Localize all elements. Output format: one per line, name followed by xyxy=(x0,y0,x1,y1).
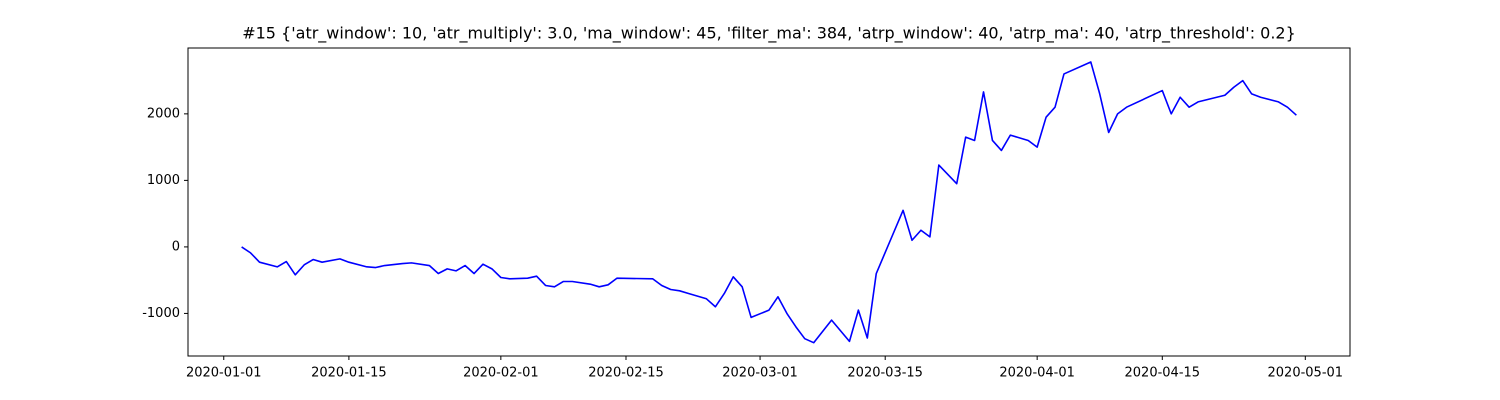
x-tick-label: 2020-02-01 xyxy=(463,366,539,381)
plot-frame xyxy=(187,47,1351,357)
x-tick-label: 2020-05-01 xyxy=(1268,366,1344,381)
x-tick-label: 2020-04-15 xyxy=(1125,366,1201,381)
x-tick-label: 2020-03-01 xyxy=(722,366,798,381)
x-tick-label: 2020-03-15 xyxy=(847,366,923,381)
y-tick-label: 1000 xyxy=(147,173,180,188)
x-tick-label: 2020-02-15 xyxy=(588,366,664,381)
y-tick-label: 0 xyxy=(172,239,180,254)
x-tick-label: 2020-01-01 xyxy=(186,366,262,381)
line xyxy=(241,61,1297,344)
x-tick-label: 2020-04-01 xyxy=(999,366,1075,381)
y-tick-label: -1000 xyxy=(142,306,180,321)
chart-title: #15 {'atr_window': 10, 'atr_multiply': 3… xyxy=(242,24,1296,44)
x-tick-label: 2020-01-15 xyxy=(311,366,387,381)
y-tick-label: 2000 xyxy=(147,106,180,121)
